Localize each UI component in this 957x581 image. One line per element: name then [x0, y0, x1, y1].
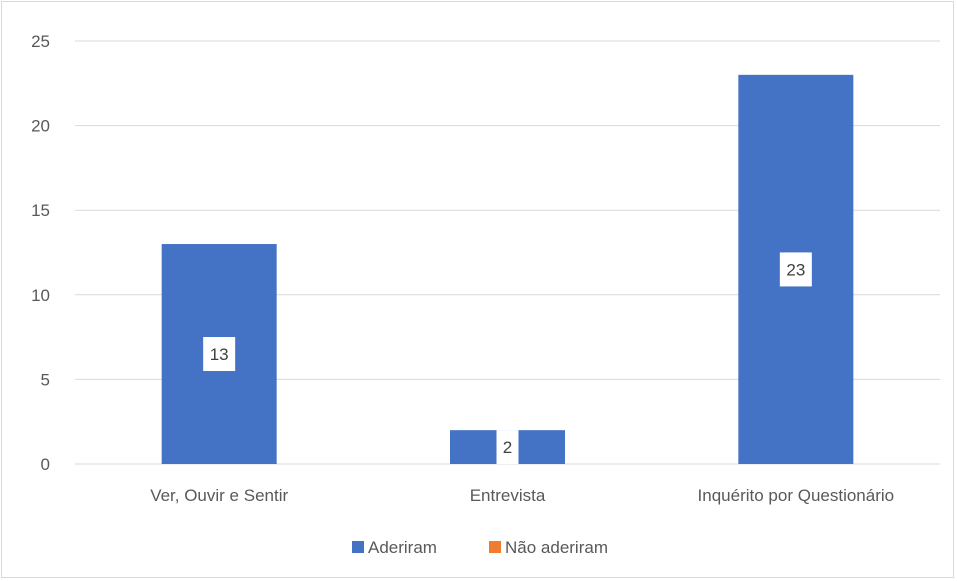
- data-label: 13: [210, 345, 229, 364]
- data-label: 2: [503, 438, 512, 457]
- x-category-label: Entrevista: [470, 486, 546, 505]
- data-labels: 13 2 23: [203, 252, 812, 465]
- data-label: 23: [786, 260, 805, 279]
- y-axis-ticks: 0 5 10 15 20 25: [31, 32, 50, 474]
- y-tick-label: 25: [31, 32, 50, 51]
- legend-swatch-1: [352, 541, 364, 553]
- x-category-label: Inquérito por Questionário: [698, 486, 895, 505]
- y-tick-label: 0: [41, 455, 50, 474]
- legend-label-2: Não aderiram: [505, 538, 608, 557]
- data-label-box: [779, 252, 812, 287]
- y-tick-label: 5: [41, 370, 50, 389]
- y-tick-label: 20: [31, 117, 50, 136]
- bars: [161, 74, 854, 464]
- data-label-box: [496, 430, 519, 465]
- legend-swatch-2: [489, 541, 501, 553]
- x-category-label: Ver, Ouvir e Sentir: [150, 486, 288, 505]
- legend: Aderiram Não aderiram: [352, 538, 608, 557]
- data-label-box: [203, 337, 236, 372]
- legend-label-1: Aderiram: [368, 538, 437, 557]
- x-axis-categories: Ver, Ouvir e Sentir Entrevista Inquérito p…: [150, 486, 894, 505]
- y-tick-label: 10: [31, 286, 50, 305]
- y-tick-label: 15: [31, 201, 50, 220]
